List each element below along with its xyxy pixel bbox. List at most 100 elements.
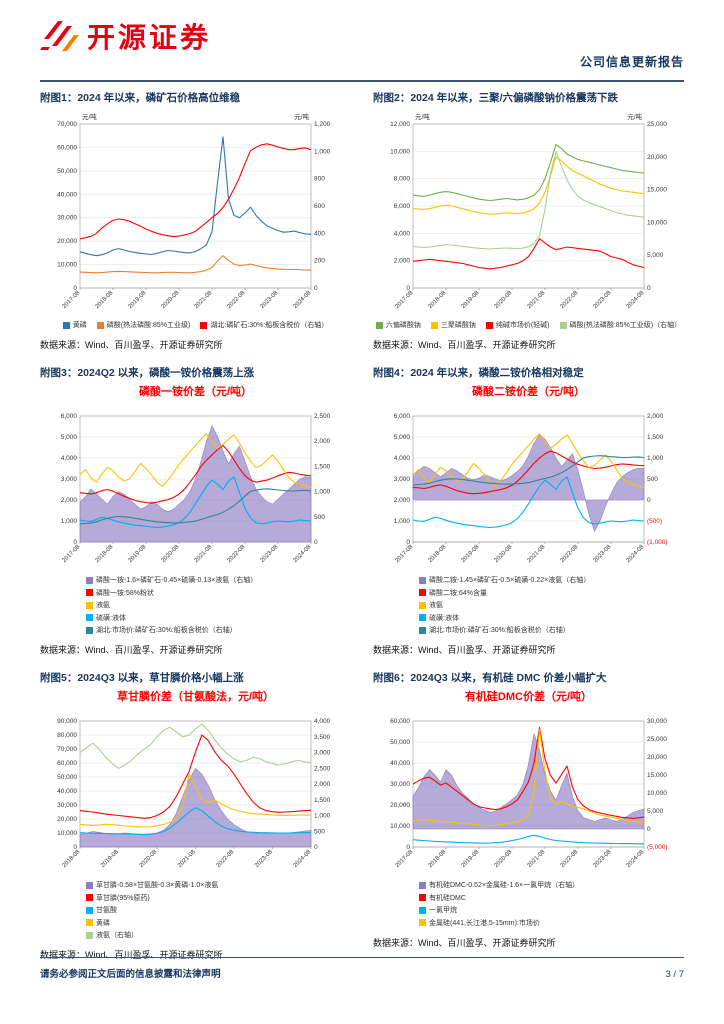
svg-text:10,000: 10,000 [390,148,410,155]
svg-text:2018-08: 2018-08 [428,544,448,564]
legend-swatch [419,601,426,609]
svg-text:2023-08: 2023-08 [593,290,613,310]
svg-text:70,000: 70,000 [57,121,77,128]
footer-divider [40,957,684,958]
figure-4: 附图4：2024 年以来，磷酸二铵价格相对稳定 磷酸二铵价差（元/吨） 0 1,0… [373,365,684,656]
legend-item: 一氯甲烷 [419,905,457,915]
svg-text:2,500: 2,500 [314,413,331,420]
svg-text:50,000: 50,000 [57,168,77,175]
legend-swatch [419,919,426,926]
brand-logo: 开源证券 [40,16,684,56]
svg-text:2,500: 2,500 [314,765,331,772]
chart-inner-title: 草甘膦价差（甘氨酸法，元/吨） [116,691,275,703]
legend-item: 磷酸一铵:58%粉状 [86,588,154,598]
svg-text:40,000: 40,000 [57,788,77,795]
svg-text:400: 400 [314,230,325,237]
legend-label: 湖北:市场价:磷矿石:30%:船板含税价（右轴） [429,627,570,634]
svg-text:2019-08: 2019-08 [128,544,148,564]
legend-swatch [419,881,426,889]
legend-label: 磷酸一铵-1.6×磷矿石-0.45×硫磺-0.13×液氨（右轴） [96,577,258,584]
svg-text:2023-08: 2023-08 [260,544,280,564]
svg-text:10,000: 10,000 [390,823,410,830]
chart-legend: 草甘膦-0.58×甘氨酸-0.3×黄磷-1.0×液氨 草甘膦(95%原药) 甘氨酸黄… [86,880,351,940]
svg-text:20,000: 20,000 [57,816,77,823]
svg-text:(500): (500) [647,518,662,525]
legend-label: 有机硅DMC [429,894,466,902]
legend-label: 黄磷 [72,322,87,329]
svg-text:2019-08: 2019-08 [461,290,481,310]
svg-text:6,000: 6,000 [394,413,411,420]
svg-text:2018-08: 2018-08 [428,849,448,869]
legend-item: 有机硅DMC [419,893,466,903]
chart-legend: 黄磷 磷酸(热法磷酸:85%工业级) 湖北:磷矿石:30%:船板含税价（右轴） [40,320,351,330]
svg-text:60,000: 60,000 [57,760,77,767]
svg-text:2022-08: 2022-08 [560,290,580,310]
legend-item: 纯碱市场价(轻碱) [485,320,550,330]
svg-text:4,000: 4,000 [394,455,411,462]
legend-label: 黄磷 [96,919,110,927]
data-source: 数据来源：Wind、百川盈孚、开源证券研究所 [373,937,556,948]
report-type-label: 公司信息更新报告 [579,55,684,69]
brand-name: 开源证券 [87,22,212,53]
svg-text:20,000: 20,000 [647,754,667,761]
legend-item: 湖北:市场价:磷矿石:30%:船板含税价（右轴） [419,625,570,635]
svg-text:2021-08: 2021-08 [177,849,197,869]
legend-swatch [86,894,93,901]
svg-text:50,000: 50,000 [57,774,77,781]
svg-text:500: 500 [314,514,325,521]
svg-text:4,000: 4,000 [314,718,331,725]
svg-text:1,500: 1,500 [314,463,331,470]
legend-label: 磷酸二铵-1.45×磷矿石-0.5×硫磺-0.22×液氨（右轴） [429,577,591,584]
legend-item: 六偏磷酸钠 [375,320,421,330]
chart-inner-title: 有机硅DMC价差（元/吨） [464,691,593,703]
legend-swatch [485,321,493,329]
svg-text:5,000: 5,000 [647,808,664,815]
svg-text:2023-08: 2023-08 [593,544,613,564]
legend-item: 湖北:磷矿石:30%:船板含税价（右轴） [200,320,328,330]
svg-text:2021-08: 2021-08 [194,544,214,564]
svg-text:2018-08: 2018-08 [95,544,115,564]
legend-swatch [86,576,93,584]
svg-text:0: 0 [647,826,651,833]
svg-text:500: 500 [314,828,325,835]
svg-text:600: 600 [314,203,325,210]
svg-text:12,000: 12,000 [390,121,410,128]
legend-label: 磷酸(热法磷酸:85%工业级) [106,322,191,329]
legend-label: 硫磺:液体 [429,614,459,622]
chart-canvas: 0 10,000 20,000 30,000 40,000 50,000 60,000 (5,… [390,718,668,869]
brand-icon [40,21,79,51]
svg-text:30,000: 30,000 [647,718,667,725]
svg-text:20,000: 20,000 [647,154,667,161]
svg-text:90,000: 90,000 [57,718,77,725]
svg-text:1,000: 1,000 [61,518,78,525]
svg-text:2,000: 2,000 [647,413,664,420]
svg-text:2024-08: 2024-08 [626,849,646,869]
svg-text:10,000: 10,000 [647,790,667,797]
svg-text:15,000: 15,000 [647,772,667,779]
svg-text:40,000: 40,000 [57,191,77,198]
chart-inner-title: 磷酸一铵价差（元/吨） [138,386,253,398]
svg-text:2021-08: 2021-08 [194,290,214,310]
svg-text:0: 0 [647,285,651,292]
svg-text:3,000: 3,000 [314,750,331,757]
svg-text:2023-08: 2023-08 [260,290,280,310]
legend-swatch [559,321,567,329]
legend-swatch [86,626,93,634]
svg-text:元/吨: 元/吨 [294,112,309,121]
chart-canvas: 0 2,000 4,000 6,000 8,000 10,000 12,000 0 5,000 1… [390,112,667,310]
svg-text:2,000: 2,000 [314,781,331,788]
legend-item: 液氨 [419,600,443,610]
svg-text:1,000: 1,000 [314,813,331,820]
legend-swatch [86,931,93,939]
svg-text:2022-08: 2022-08 [216,849,236,869]
svg-text:元/吨: 元/吨 [82,112,97,121]
chart-legend: 有机硅DMC-0.52×金属硅-1.6×一氯甲烷（右轴） 有机硅DMC 一氯甲烷 金属… [419,880,684,928]
svg-text:3,500: 3,500 [314,734,331,741]
legend-label: 湖北:磷矿石:30%:船板含税价（右轴） [210,322,329,329]
legend-item: 液氨 [86,600,110,610]
svg-text:2018-08: 2018-08 [95,290,115,310]
legend-label: 金属硅(441,长江港,5-15mm):市场价 [429,919,540,927]
svg-text:30,000: 30,000 [57,802,77,809]
svg-text:1,500: 1,500 [314,797,331,804]
